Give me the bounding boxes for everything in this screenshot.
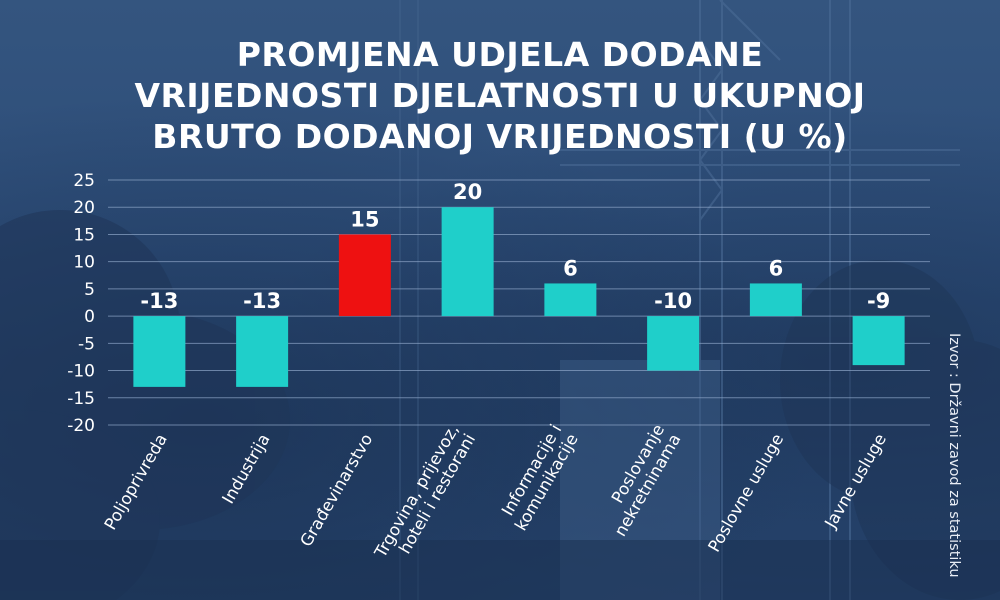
x-tick-label: Informacije ikomunikacije (495, 421, 582, 534)
data-label: -13 (140, 289, 178, 313)
y-tick-label: -20 (67, 416, 95, 436)
bar (852, 316, 905, 366)
x-tick-label-line: Poslovne usluge (704, 431, 787, 556)
data-label: 6 (563, 256, 578, 280)
y-tick-label: 20 (73, 198, 95, 218)
y-tick-label: 25 (73, 171, 95, 191)
x-tick-label: Javne usluge (820, 431, 890, 533)
data-label: 15 (350, 207, 379, 231)
y-tick-label: 5 (84, 280, 95, 300)
y-tick-label: -15 (67, 389, 95, 409)
x-tick-label: Poljoprivreda (101, 431, 171, 534)
x-tick-label: Trgovina, prijevoz,hoteli i restorani (370, 421, 479, 571)
x-tick-label: Industrija (218, 431, 273, 508)
source-note: Izvor : Državni zavod za statistiku (946, 333, 962, 578)
bar (441, 207, 494, 317)
bar (647, 316, 700, 371)
data-label: -9 (867, 289, 890, 313)
bar (544, 283, 597, 317)
chart-title-line-1: PROMJENA UDJELA DODANE (236, 35, 764, 74)
y-tick-label: 0 (84, 307, 95, 327)
chart-title-line-2: VRIJEDNOSTI DJELATNOSTI U UKUPNOJ (134, 76, 866, 115)
x-tick-label: Poslovanjenekretninama (594, 421, 684, 540)
x-tick-label: Građevinarstvo (296, 431, 376, 550)
y-tick-label: 10 (73, 253, 95, 273)
y-tick-label: -10 (67, 362, 95, 382)
bar (749, 283, 802, 317)
x-tick-label-line: Industrija (218, 431, 273, 508)
bar (133, 316, 186, 387)
y-tick-label: -5 (78, 334, 95, 354)
data-label: -13 (243, 289, 281, 313)
chart-title: PROMJENA UDJELA DODANE VRIJEDNOSTI DJELA… (0, 34, 1000, 157)
x-tick-label-line: Građevinarstvo (296, 431, 376, 550)
data-label: -10 (654, 289, 692, 313)
x-tick-label: Poslovne usluge (704, 431, 787, 556)
x-tick-label-line: Poljoprivreda (101, 431, 171, 534)
data-label: 6 (769, 256, 784, 280)
bar (338, 234, 391, 317)
data-label: 20 (453, 180, 482, 204)
y-tick-label: 15 (73, 225, 95, 245)
x-tick-label-line: Javne usluge (820, 431, 890, 533)
chart-title-line-3: BRUTO DODANOJ VRIJEDNOSTI (U %) (152, 117, 848, 156)
bar (236, 316, 289, 387)
